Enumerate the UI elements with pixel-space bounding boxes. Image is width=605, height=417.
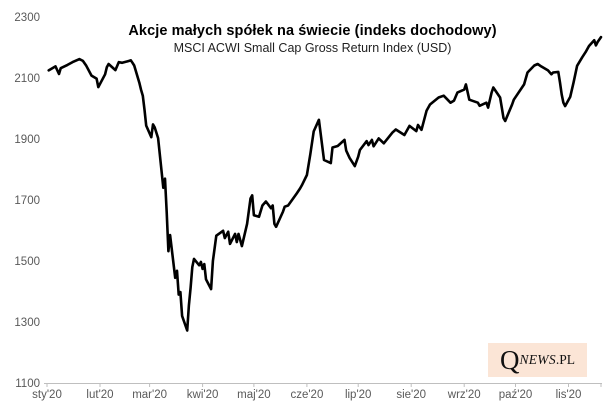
- qnews-logo-pl: .PL: [555, 352, 576, 367]
- x-tick-label: maj'20: [237, 389, 271, 401]
- index-line: [47, 35, 603, 332]
- x-tick-label: wrz'20: [447, 389, 481, 401]
- x-tick-label: mar'20: [132, 389, 167, 401]
- x-tick-label: paź'20: [499, 389, 533, 401]
- y-axis-labels: 2300 2100 1900 1700 1500 1300 1100: [14, 12, 40, 390]
- x-tick-label: cze'20: [290, 389, 323, 401]
- x-tick-label: sie'20: [396, 389, 426, 401]
- y-tick-label: 1100: [15, 378, 40, 390]
- x-tick-label: lis'20: [556, 389, 582, 401]
- chart-subtitle: MSCI ACWI Small Cap Gross Return Index (…: [173, 41, 452, 55]
- y-tick-label: 2300: [14, 12, 40, 24]
- qnews-logo: Q NEWS .PL: [488, 343, 587, 377]
- x-axis: [44, 383, 602, 387]
- x-axis-labels: sty'20 lut'20 mar'20 kwi'20 maj'20 cze'20 lip'…: [32, 389, 581, 401]
- qnews-logo-q: Q: [499, 344, 520, 375]
- y-tick-label: 1500: [14, 256, 40, 268]
- y-tick-label: 1900: [14, 134, 40, 146]
- x-tick-label: kwi'20: [187, 389, 219, 401]
- y-tick-label: 2100: [14, 73, 40, 85]
- chart-title: Akcje małych spółek na świecie (indeks d…: [128, 23, 497, 39]
- y-tick-label: 1300: [14, 317, 40, 329]
- x-tick-label: sty'20: [32, 389, 62, 401]
- x-tick-label: lip'20: [345, 389, 372, 401]
- y-tick-label: 1700: [14, 195, 40, 207]
- qnews-logo-news: NEWS: [519, 352, 556, 367]
- x-tick-label: lut'20: [86, 389, 113, 401]
